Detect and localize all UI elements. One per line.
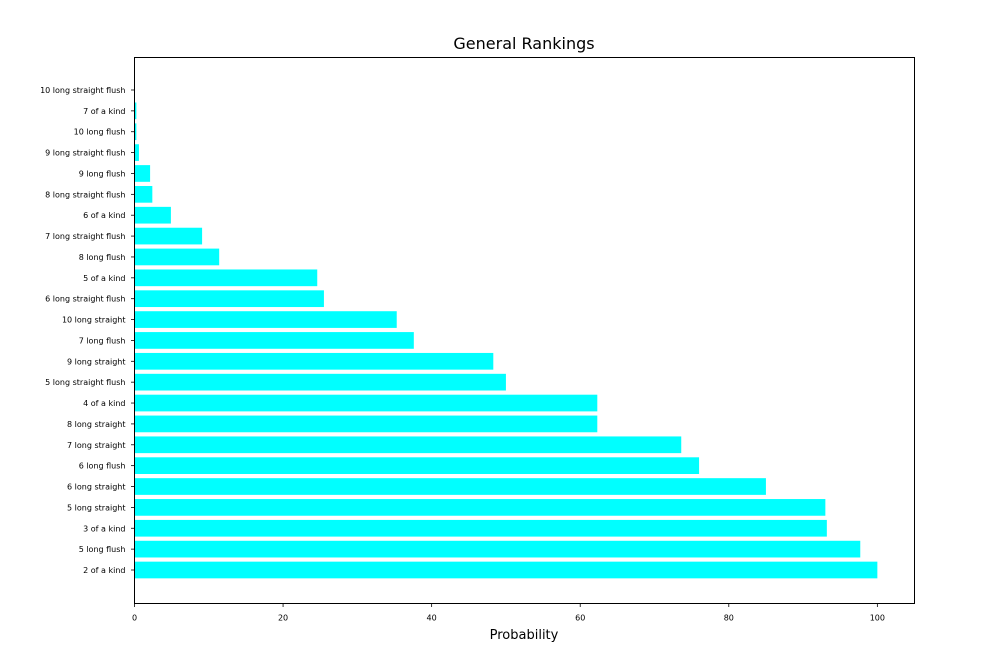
bar (134, 457, 700, 474)
x-tick-label: 100 (870, 614, 885, 623)
y-tick-label: 5 of a kind (83, 274, 125, 283)
y-tick-label: 10 long flush (74, 128, 126, 137)
plot-frame (134, 57, 915, 604)
y-tick-label: 7 long straight (67, 441, 125, 450)
chart-title: General Rankings (453, 34, 594, 53)
y-tick-label: 6 long straight (67, 483, 125, 492)
bar (134, 290, 324, 308)
y-tick-label: 3 of a kind (83, 524, 125, 533)
bar (134, 165, 151, 182)
bar (134, 540, 861, 558)
y-tick-label: 5 long straight (67, 503, 125, 512)
y-tick-label: 6 of a kind (83, 211, 125, 220)
x-tick-label: 80 (724, 614, 734, 623)
y-tick-label: 4 of a kind (83, 399, 125, 408)
y-tick-label: 9 long straight (67, 357, 125, 366)
bar (134, 102, 137, 120)
y-tick-label: 7 long flush (79, 336, 126, 345)
bar (134, 436, 682, 454)
x-tick-label: 60 (575, 614, 585, 623)
y-tick-label: 8 long flush (79, 253, 126, 262)
bar (134, 227, 203, 245)
bar (134, 352, 494, 370)
x-tick-label: 0 (132, 614, 137, 623)
bar (134, 206, 171, 224)
bar (134, 415, 598, 433)
bar (134, 373, 506, 391)
bar (134, 519, 827, 537)
x-axis-label: Probability (490, 628, 559, 643)
y-tick-label: 2 of a kind (83, 566, 125, 575)
x-tick-label: 40 (427, 614, 437, 623)
y-tick-label: 10 long straight flush (40, 86, 125, 95)
y-tick-label: 6 long flush (79, 462, 126, 471)
x-tick-label: 20 (278, 614, 288, 623)
bar (134, 394, 598, 412)
bar (134, 185, 153, 203)
y-tick-labels: 2 of a kind 5 long flush 3 of a kind 5 long… (40, 86, 135, 575)
y-tick-label: 8 long straight (67, 420, 125, 429)
y-tick-label: 8 long straight flush (45, 190, 125, 199)
bars-group (134, 81, 878, 579)
bar (134, 478, 766, 495)
y-tick-label: 7 long straight flush (45, 232, 125, 241)
bar (134, 332, 414, 349)
bar (134, 561, 878, 579)
bar (134, 311, 397, 328)
y-tick-label: 5 long straight flush (45, 378, 125, 387)
y-tick-label: 5 long flush (79, 545, 126, 554)
bar (134, 248, 220, 266)
y-tick-label: 9 long straight flush (45, 149, 125, 158)
y-tick-label: 7 of a kind (83, 107, 125, 116)
y-tick-label: 9 long flush (79, 169, 126, 178)
bar (134, 499, 826, 516)
bar (134, 269, 318, 287)
y-tick-label: 10 long straight (62, 316, 126, 325)
bar (134, 123, 137, 141)
bar (134, 144, 139, 161)
x-ticks: 0 20 40 60 80 100 (132, 603, 885, 623)
y-tick-label: 6 long straight flush (45, 295, 125, 304)
